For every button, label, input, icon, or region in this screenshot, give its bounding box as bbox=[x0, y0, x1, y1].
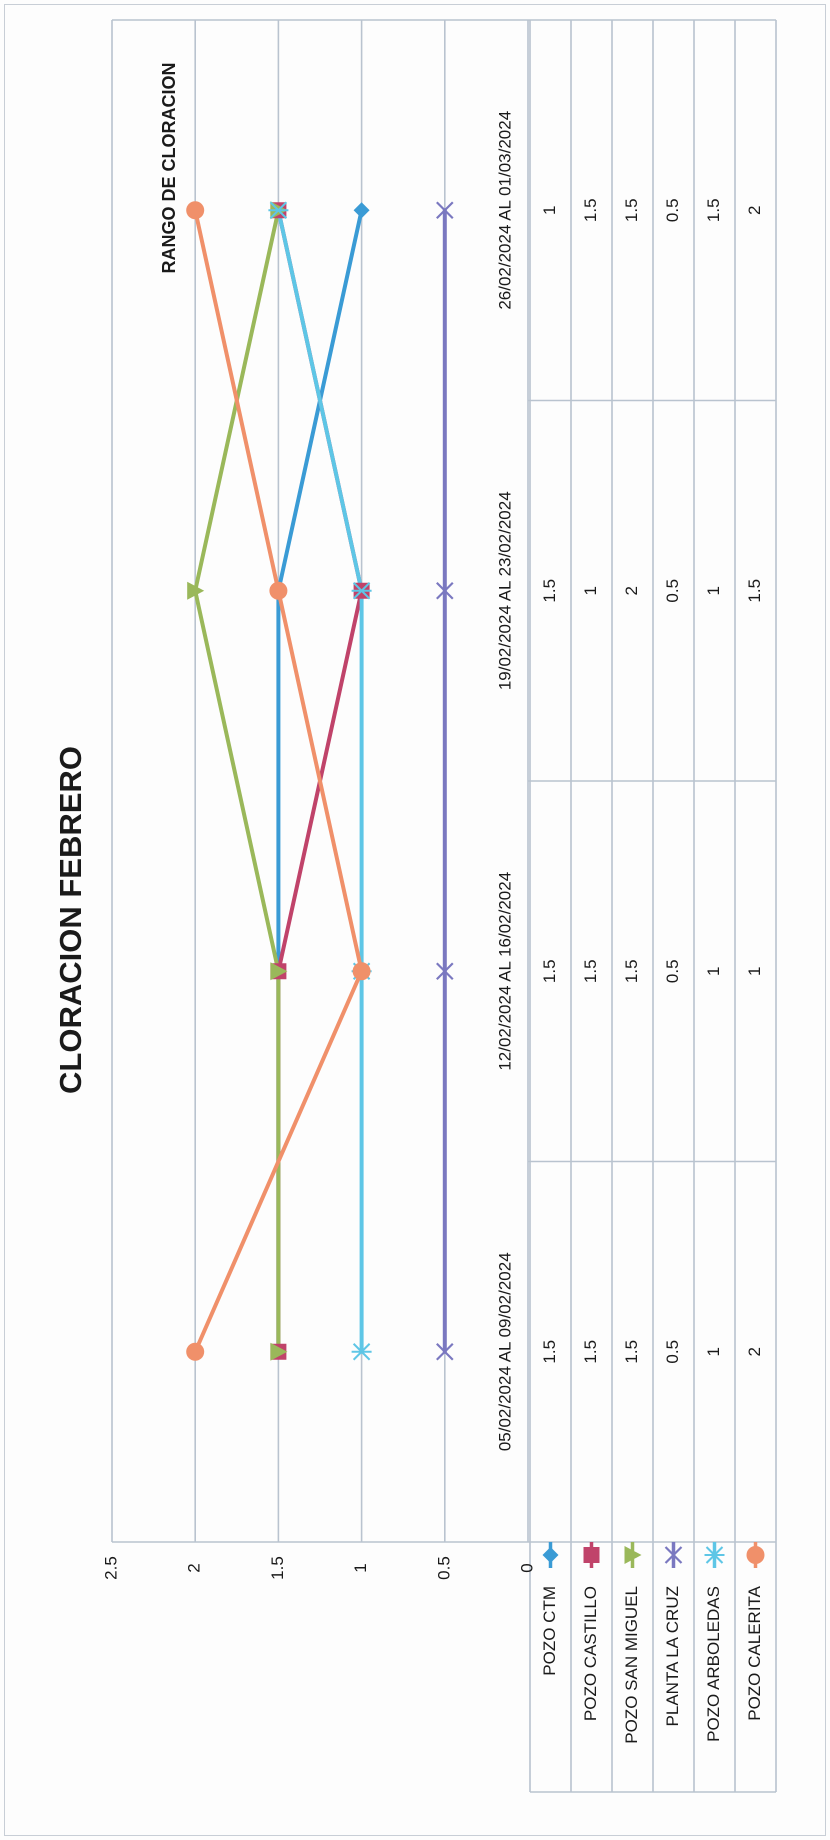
chart-title: CLORACION FEBRERO bbox=[53, 746, 88, 1094]
marker-star bbox=[268, 201, 289, 219]
marker-star bbox=[704, 1546, 725, 1564]
marker-x bbox=[436, 1342, 454, 1361]
table-cell-value: 1 bbox=[581, 586, 600, 595]
marker-x bbox=[436, 581, 454, 600]
marker-x bbox=[664, 1546, 683, 1564]
x-category-label: 19/02/2024 AL 23/02/2024 bbox=[495, 491, 514, 690]
table-cell-value: 1.5 bbox=[540, 1340, 559, 1364]
marker-triangle bbox=[270, 1342, 288, 1361]
marker-star bbox=[351, 1343, 372, 1361]
marker-x bbox=[436, 201, 454, 220]
table-cell-value: 2 bbox=[745, 1347, 764, 1356]
table-cell-value: 1.5 bbox=[581, 1340, 600, 1364]
x-category-label: 05/02/2024 AL 09/02/2024 bbox=[495, 1252, 514, 1451]
table-cell-value: 2 bbox=[745, 206, 764, 215]
table-cell-value: 1 bbox=[704, 967, 723, 976]
marker-circle bbox=[746, 1546, 765, 1564]
y-axis-label: RANGO DE CLORACION bbox=[159, 63, 179, 274]
marker-circle bbox=[352, 962, 371, 981]
y-tick-label: 2 bbox=[185, 1563, 204, 1572]
table-cell-value: 1.5 bbox=[540, 959, 559, 983]
marker-triangle bbox=[624, 1546, 642, 1564]
data-table-grid bbox=[528, 19, 777, 1793]
marker-circle bbox=[269, 581, 288, 600]
marker-star bbox=[351, 582, 372, 600]
series-line bbox=[276, 208, 364, 1354]
table-cell-value: 1.5 bbox=[745, 579, 764, 603]
y-tick-label: 1 bbox=[351, 1563, 370, 1572]
legend-series-name: POZO SAN MIGUEL bbox=[622, 1586, 641, 1744]
table-cell-value: 0.5 bbox=[663, 1340, 682, 1364]
table-cell-value: 1.5 bbox=[622, 1340, 641, 1364]
series-line bbox=[193, 208, 281, 1354]
table-cell-value: 1.5 bbox=[581, 959, 600, 983]
table-cell-value: 0.5 bbox=[663, 959, 682, 983]
series-markers bbox=[186, 201, 454, 1361]
table-cell-value: 2 bbox=[622, 586, 641, 595]
table-cell-value: 1.5 bbox=[704, 198, 723, 222]
table-cell-value: 1.5 bbox=[622, 959, 641, 983]
table-cell-value: 1 bbox=[704, 1347, 723, 1356]
table-cell-value: 1.5 bbox=[540, 579, 559, 603]
y-tick-label: 1.5 bbox=[268, 1556, 287, 1580]
marker-circle bbox=[186, 1342, 205, 1361]
marker-diamond bbox=[353, 202, 370, 219]
y-tick-label: 2.5 bbox=[101, 1556, 120, 1580]
marker-x bbox=[436, 962, 454, 981]
legend-series-name: POZO CALERITA bbox=[745, 1585, 764, 1720]
marker-circle bbox=[186, 201, 205, 220]
table-cell-value: 1 bbox=[540, 206, 559, 215]
legend-series-name: POZO CTM bbox=[540, 1586, 559, 1676]
table-cell-value: 1 bbox=[704, 586, 723, 595]
y-tick-label: 0 bbox=[517, 1563, 536, 1572]
legend-series-name: POZO CASTILLO bbox=[581, 1586, 600, 1721]
chart-border bbox=[4, 4, 826, 1836]
table-cell-value: 1 bbox=[745, 967, 764, 976]
chart-texts: CLORACION FEBRERO RANGO DE CLORACION 0 0.… bbox=[53, 63, 765, 1744]
legend-series-name: PLANTA LA CRUZ bbox=[663, 1586, 682, 1726]
series-lines bbox=[193, 208, 447, 1354]
table-cell-value: 1.5 bbox=[622, 198, 641, 222]
marker-triangle bbox=[270, 962, 288, 981]
series-line bbox=[193, 208, 364, 1354]
marker-diamond bbox=[542, 1547, 559, 1563]
legend-series-name: POZO ARBOLEDAS bbox=[704, 1586, 723, 1742]
marker-triangle bbox=[187, 581, 205, 600]
table-cell-value: 0.5 bbox=[663, 579, 682, 603]
table-cell-value: 0.5 bbox=[663, 198, 682, 222]
x-category-label: 26/02/2024 AL 01/03/2024 bbox=[495, 111, 514, 310]
marker-square bbox=[583, 1547, 600, 1563]
table-cell-value: 1.5 bbox=[581, 198, 600, 222]
y-tick-label: 0.5 bbox=[434, 1556, 453, 1580]
x-category-label: 12/02/2024 AL 16/02/2024 bbox=[495, 872, 514, 1071]
